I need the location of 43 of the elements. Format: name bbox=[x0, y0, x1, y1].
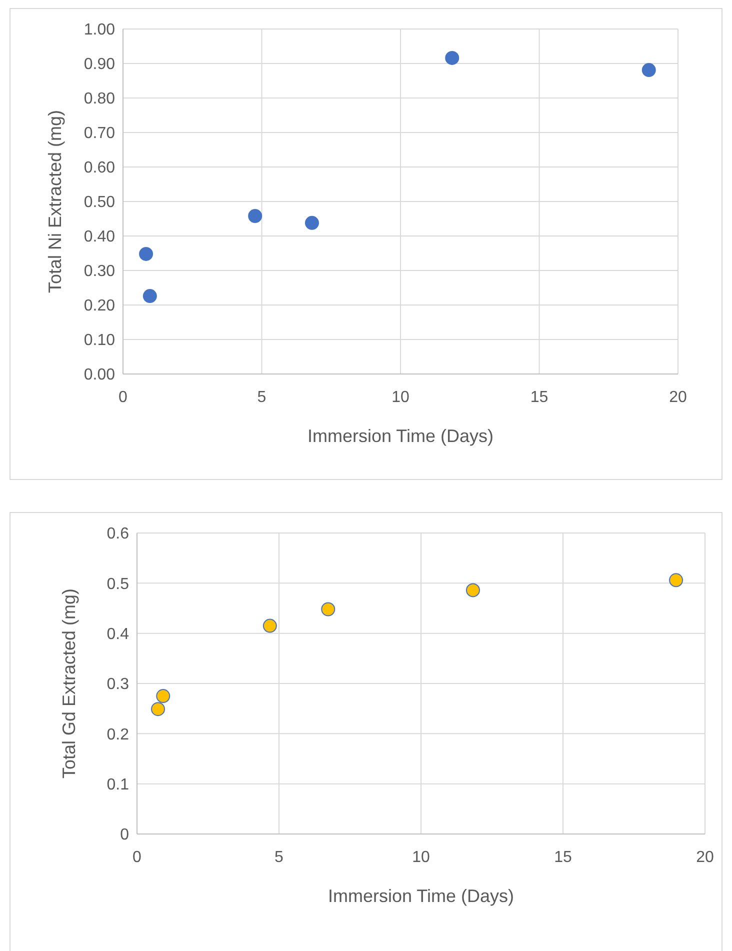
point bbox=[669, 573, 684, 588]
y-axis-title: Total Gd Extracted (mg) bbox=[59, 588, 79, 779]
y-tick-label: 1.00 bbox=[84, 22, 116, 39]
x-tick-label: 10 bbox=[392, 389, 410, 406]
y-tick-label: 0.40 bbox=[84, 228, 116, 246]
y-tick-label: 0.70 bbox=[84, 125, 116, 142]
x-tick-label: 15 bbox=[530, 389, 548, 406]
y-tick-label: 0.3 bbox=[106, 676, 130, 694]
point bbox=[248, 208, 262, 223]
point bbox=[466, 583, 480, 598]
point bbox=[445, 50, 460, 65]
point bbox=[151, 702, 166, 716]
y-tick-label: 0.90 bbox=[84, 56, 116, 74]
x-tick-label: 0 bbox=[132, 849, 142, 866]
x-axis-title: Immersion Time (Days) bbox=[307, 426, 494, 446]
y-tick-label: 0.00 bbox=[84, 366, 116, 384]
point bbox=[321, 602, 336, 616]
y-tick-label: 0.50 bbox=[84, 194, 116, 212]
y-tick-label: 0.10 bbox=[84, 332, 116, 350]
y-tick-label: 0.2 bbox=[106, 726, 130, 744]
y-axis-title: Total Ni Extracted (mg) bbox=[45, 110, 65, 294]
point bbox=[139, 246, 154, 261]
y-tick-label: 0.60 bbox=[84, 160, 116, 177]
y-tick-label: 0.4 bbox=[106, 626, 130, 643]
point bbox=[142, 289, 157, 304]
point bbox=[262, 618, 277, 633]
point bbox=[642, 63, 656, 78]
x-tick-label: 5 bbox=[274, 849, 284, 866]
y-tick-label: 0.1 bbox=[106, 776, 130, 794]
x-tick-label: 10 bbox=[412, 849, 430, 866]
y-tick-label: 0.6 bbox=[106, 526, 130, 543]
y-tick-label: 0.30 bbox=[84, 263, 116, 280]
x-tick-label: 5 bbox=[257, 389, 266, 406]
x-axis-title: Immersion Time (Days) bbox=[328, 886, 514, 906]
x-tick-label: 15 bbox=[554, 849, 572, 866]
y-tick-label: 0 bbox=[120, 826, 130, 844]
point bbox=[156, 689, 170, 704]
y-tick-label: 0.20 bbox=[84, 298, 116, 315]
y-tick-label: 0.5 bbox=[106, 576, 130, 593]
x-tick-label: 20 bbox=[696, 849, 714, 866]
x-tick-label: 20 bbox=[669, 389, 687, 406]
y-tick-label: 0.80 bbox=[84, 90, 116, 108]
point bbox=[304, 216, 319, 230]
